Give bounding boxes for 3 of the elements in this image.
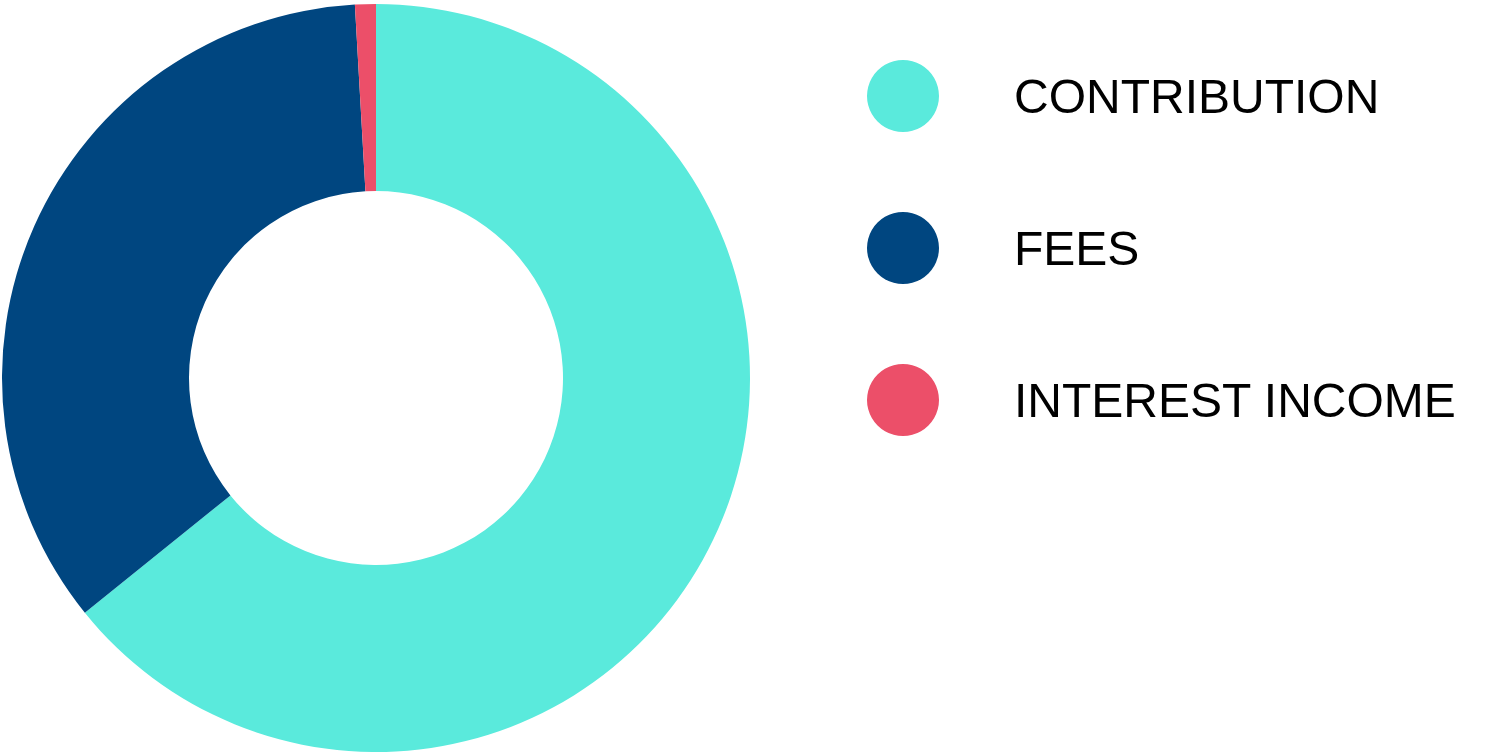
legend-label: FEES [1014,221,1140,275]
legend-label: CONTRIBUTION [1014,69,1380,123]
legend-label: INTEREST INCOME [1014,373,1456,427]
